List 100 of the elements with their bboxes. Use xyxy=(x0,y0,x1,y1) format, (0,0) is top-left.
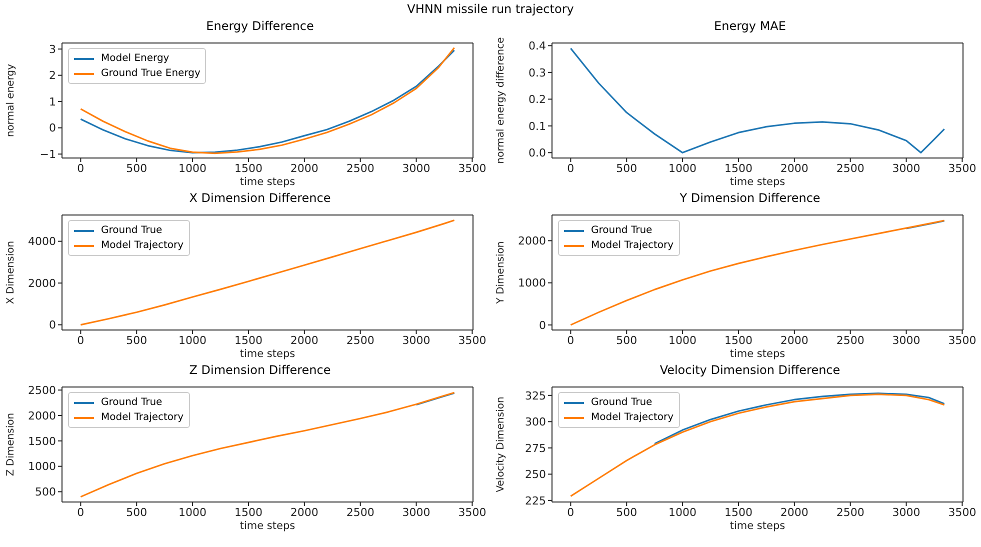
x-tick-label: 2000 xyxy=(290,162,318,175)
y-tick-label: 2500 xyxy=(28,384,56,397)
y-tick-label: 2 xyxy=(49,69,56,82)
x-axis-title: time steps xyxy=(730,520,786,532)
x-tick-label: 3500 xyxy=(948,162,976,175)
legend-label: Model Trajectory xyxy=(591,240,674,251)
x-axis-title: time steps xyxy=(240,520,296,532)
x-tick-label: 2500 xyxy=(346,334,374,347)
x-tick-label: 1000 xyxy=(178,506,207,519)
chart-title: X Dimension Difference xyxy=(188,190,332,206)
x-tick-label: 1500 xyxy=(234,162,262,175)
x-tick-label: 3000 xyxy=(402,162,430,175)
chart-title: Velocity Dimension Difference xyxy=(658,362,842,378)
x-tick-label: 0 xyxy=(567,162,574,175)
chart-title: Energy MAE xyxy=(713,18,787,34)
x-axis-title: time steps xyxy=(730,176,786,188)
x-tick-label: 500 xyxy=(126,162,148,175)
x-tick-label: 2500 xyxy=(836,162,864,175)
x-axis-title: time steps xyxy=(730,348,786,360)
x-tick-label: 3000 xyxy=(402,506,430,519)
y-axis-title: X Dimension xyxy=(6,240,17,304)
chart-title: Energy Difference xyxy=(205,18,315,34)
y-tick-label: 0.4 xyxy=(528,40,546,53)
x-tick-label: 3000 xyxy=(402,334,430,347)
line-series xyxy=(80,219,456,326)
x-tick-label: 3500 xyxy=(458,162,486,175)
y-tick-label: 300 xyxy=(525,416,546,429)
legend-label: Model Energy xyxy=(101,53,170,64)
legend-label: Model Trajectory xyxy=(101,240,184,251)
legend-label: Ground True xyxy=(101,397,162,408)
y-tick-label: 0 xyxy=(49,318,56,332)
chart-title: Y Dimension Difference xyxy=(678,190,822,206)
y-axis-title: Velocity Dimension xyxy=(496,396,507,492)
y-tick-label: 0.3 xyxy=(528,66,546,80)
x-tick-label: 3000 xyxy=(892,162,920,175)
y-tick-label: 0 xyxy=(539,318,546,332)
x-tick-label: 3500 xyxy=(458,506,486,519)
x-tick-label: 2500 xyxy=(346,162,374,175)
y-tick-label: 500 xyxy=(35,486,56,499)
y-tick-label: 0 xyxy=(49,122,56,135)
y-tick-label: 0.1 xyxy=(528,120,546,133)
y-tick-label: 1000 xyxy=(28,460,56,474)
x-tick-label: 3500 xyxy=(948,506,976,519)
legend-label: Model Trajectory xyxy=(591,412,674,423)
legend-label: Ground True xyxy=(101,225,162,236)
x-tick-label: 3500 xyxy=(948,334,976,347)
x-tick-label: 3500 xyxy=(458,334,486,347)
text: VHNN missile run trajectory xyxy=(407,2,574,16)
y-tick-label: 2000 xyxy=(28,276,56,290)
y-tick-label: 225 xyxy=(525,494,546,508)
x-tick-label: 1000 xyxy=(668,506,697,519)
x-tick-label: 500 xyxy=(616,334,638,347)
x-tick-label: 500 xyxy=(616,162,638,175)
x-tick-label: 2000 xyxy=(780,334,808,347)
x-tick-label: 3000 xyxy=(892,506,920,519)
x-tick-label: 0 xyxy=(77,334,84,347)
x-axis-title: time steps xyxy=(240,176,296,188)
legend-label: Ground True xyxy=(591,397,652,408)
x-tick-label: 1500 xyxy=(234,334,262,347)
legend-label: Ground True Energy xyxy=(101,68,200,79)
x-tick-label: 1000 xyxy=(178,162,207,175)
y-tick-label: 275 xyxy=(525,442,546,455)
x-tick-label: 1500 xyxy=(724,506,752,519)
x-tick-label: 0 xyxy=(77,506,84,519)
y-tick-label: 0.0 xyxy=(528,146,546,160)
x-tick-label: 2500 xyxy=(836,334,864,347)
x-tick-label: 1000 xyxy=(668,334,697,347)
y-tick-label: 0.2 xyxy=(528,93,546,106)
x-tick-label: 1500 xyxy=(724,162,752,175)
y-tick-label: 250 xyxy=(525,468,546,482)
x-tick-label: 2000 xyxy=(780,162,808,175)
y-tick-label: 1 xyxy=(49,95,56,108)
y-tick-label: 1000 xyxy=(518,276,546,290)
x-tick-label: 0 xyxy=(567,334,574,347)
x-tick-label: 1000 xyxy=(178,334,207,347)
x-tick-label: 500 xyxy=(616,506,638,519)
x-tick-label: 2500 xyxy=(346,506,374,519)
y-tick-label: −1 xyxy=(40,148,56,161)
y-tick-label: 3 xyxy=(49,42,56,56)
y-axis-title: Y Dimension xyxy=(496,241,507,305)
x-tick-label: 2500 xyxy=(836,506,864,519)
line-series xyxy=(570,394,946,498)
y-tick-label: 2000 xyxy=(518,234,546,248)
x-tick-label: 1500 xyxy=(234,506,262,519)
x-tick-label: 500 xyxy=(126,334,148,347)
line-series xyxy=(80,392,456,498)
chart-title: Z Dimension Difference xyxy=(188,362,332,378)
line-series xyxy=(570,220,946,326)
line-series xyxy=(570,48,946,154)
y-tick-label: 325 xyxy=(525,389,546,402)
x-tick-label: 500 xyxy=(126,506,148,519)
x-tick-label: 3000 xyxy=(892,334,920,347)
x-tick-label: 1000 xyxy=(668,162,697,175)
x-tick-label: 0 xyxy=(77,162,84,175)
x-tick-label: 2000 xyxy=(290,506,318,519)
y-axis-title: normal energy xyxy=(6,64,17,138)
x-tick-label: 1500 xyxy=(724,334,752,347)
x-tick-label: 0 xyxy=(567,506,574,519)
y-tick-label: 4000 xyxy=(28,235,56,248)
legend-label: Model Trajectory xyxy=(101,412,184,423)
